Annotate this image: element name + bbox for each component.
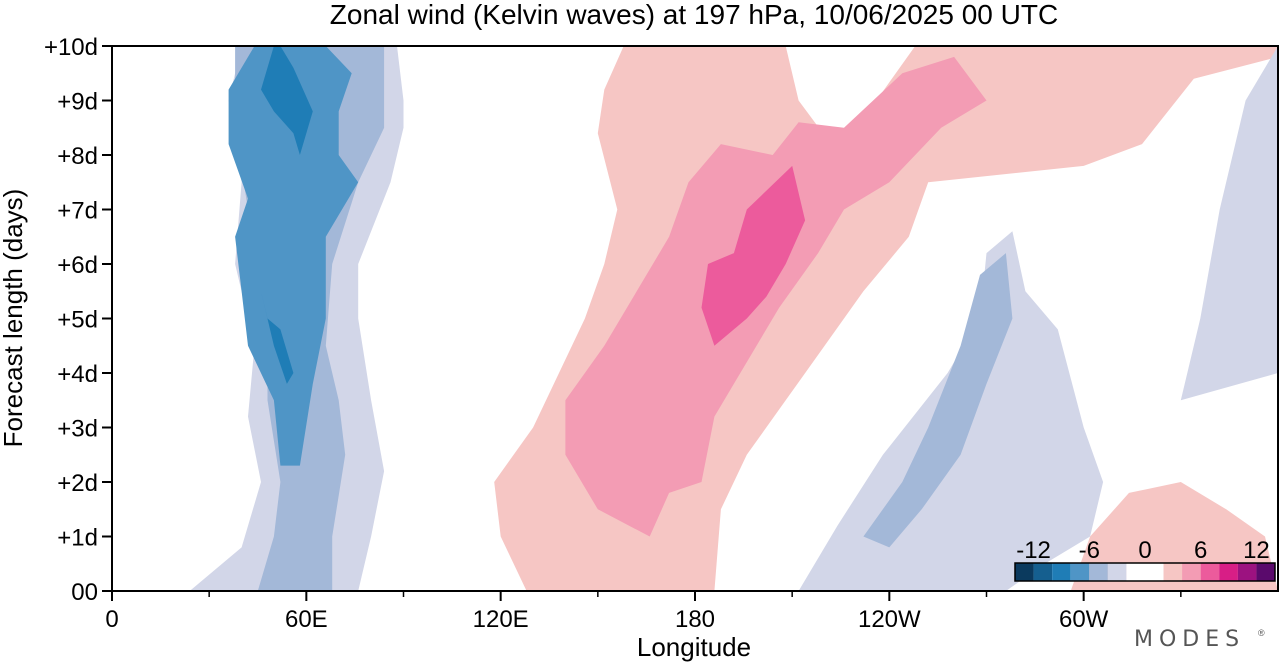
wind-region-7 bbox=[701, 165, 806, 346]
colorbar-legend: -12 -6 0 6 12 bbox=[1014, 537, 1276, 582]
x-tick-label-5: 60W bbox=[1059, 606, 1109, 633]
colorbar-swatch-11 bbox=[1237, 563, 1257, 581]
y-tick-label-10: +10d bbox=[44, 34, 98, 61]
colorbar-swatch-4 bbox=[1089, 563, 1108, 581]
x-axis: 0 60E 120E 180 120W 60W bbox=[105, 591, 1182, 633]
colorbar-swatch-5 bbox=[1107, 563, 1127, 581]
x-axis-label: Longitude bbox=[637, 632, 751, 662]
colorbar-swatch-6 bbox=[1126, 563, 1164, 581]
colorbar-label-4: 12 bbox=[1243, 537, 1270, 564]
wind-region-6 bbox=[565, 56, 987, 537]
wind-region-2 bbox=[228, 46, 359, 466]
wind-field bbox=[189, 46, 1278, 591]
y-tick-label-3: +3d bbox=[57, 416, 98, 443]
wind-region-10 bbox=[1180, 46, 1278, 401]
colorbar-label-3: 6 bbox=[1194, 537, 1207, 564]
x-tick-label-1: 60E bbox=[285, 606, 328, 633]
colorbar-swatch-3 bbox=[1070, 563, 1090, 581]
y-tick-label-4: +4d bbox=[57, 361, 98, 388]
colorbar-swatch-9 bbox=[1200, 563, 1220, 581]
x-tick-label-3: 180 bbox=[675, 606, 715, 633]
y-tick-label-0: 00 bbox=[71, 579, 98, 606]
colorbar-frame bbox=[1014, 562, 1276, 582]
y-tick-label-6: +6d bbox=[57, 252, 98, 279]
colorbar-swatch-1 bbox=[1033, 563, 1053, 581]
colorbar-swatch-0 bbox=[1015, 563, 1034, 581]
x-tick-label-0: 0 bbox=[105, 606, 118, 633]
colorbar-swatch-2 bbox=[1052, 563, 1071, 581]
y-axis: 00 +1d +2d +3d +4d +5d +6d +7d +8d +9d +10d bbox=[44, 34, 112, 606]
x-tick-label-4: 120W bbox=[858, 606, 921, 633]
colorbar-swatch-12 bbox=[1256, 563, 1275, 581]
wind-region-3 bbox=[261, 291, 294, 384]
y-tick-label-2: +2d bbox=[57, 470, 98, 497]
colorbar-label-0: -12 bbox=[1016, 537, 1051, 564]
y-axis-label: Forecast length (days) bbox=[0, 189, 28, 448]
y-tick-label-7: +7d bbox=[57, 198, 98, 225]
y-tick-label-8: +8d bbox=[57, 143, 98, 170]
colorbar-swatch-8 bbox=[1182, 563, 1201, 581]
chart-title: Zonal wind (Kelvin waves) at 197 hPa, 10… bbox=[330, 0, 1058, 30]
y-tick-label-5: +5d bbox=[57, 307, 98, 334]
colorbar-swatch-10 bbox=[1219, 563, 1238, 581]
colorbar-swatch-7 bbox=[1163, 563, 1183, 581]
colorbar-label-1: -6 bbox=[1079, 537, 1100, 564]
wind-region-4 bbox=[261, 46, 313, 155]
colorbar-label-2: 0 bbox=[1138, 537, 1151, 564]
registered-mark: ® bbox=[1258, 628, 1265, 638]
y-tick-label-1: +1d bbox=[57, 525, 98, 552]
brand-logo-text: MODES bbox=[1134, 627, 1245, 652]
wind-region-9 bbox=[863, 253, 1013, 548]
y-tick-label-9: +9d bbox=[57, 89, 98, 116]
x-tick-label-2: 120E bbox=[473, 606, 529, 633]
